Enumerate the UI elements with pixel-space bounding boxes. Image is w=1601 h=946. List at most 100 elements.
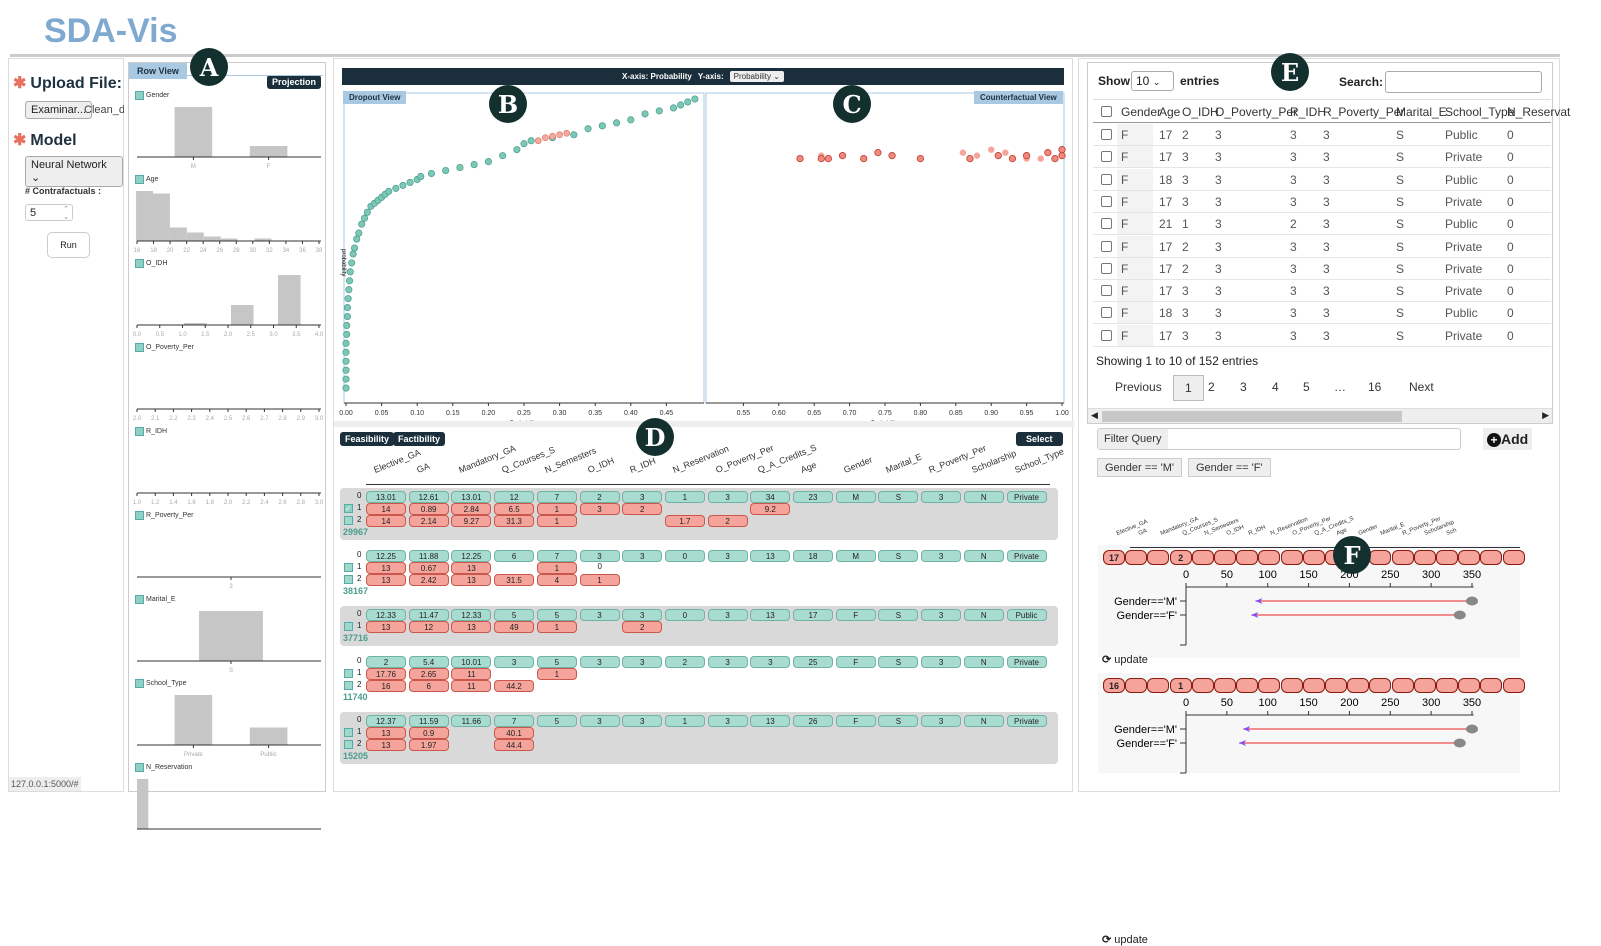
original-value[interactable]: 12.25 — [366, 550, 406, 562]
counterfactual-checkbox[interactable] — [344, 575, 353, 584]
checkbox[interactable] — [135, 91, 144, 100]
table-row[interactable]: F 17 3 3 3 3 S Private 0 — [1093, 146, 1551, 169]
original-value[interactable]: 3 — [579, 609, 620, 621]
feature-pill[interactable] — [1214, 550, 1236, 565]
original-value[interactable]: 13 — [750, 609, 791, 621]
original-value[interactable]: 11.88 — [408, 550, 449, 562]
row-checkbox[interactable] — [1101, 195, 1112, 207]
checkbox[interactable] — [135, 511, 144, 520]
changed-value[interactable]: 2.84 — [451, 503, 492, 515]
original-value[interactable]: 3 — [707, 609, 748, 621]
changed-value[interactable]: 31.5 — [494, 574, 535, 586]
original-value[interactable]: Private — [1006, 715, 1047, 727]
feature-pill[interactable] — [1125, 550, 1148, 565]
original-value[interactable]: 3 — [622, 715, 663, 727]
changed-value[interactable]: 31.3 — [494, 515, 535, 527]
feature-pill[interactable]: 17 — [1103, 550, 1125, 565]
original-value[interactable]: 0 — [664, 609, 705, 621]
row-checkbox[interactable] — [1101, 129, 1112, 140]
changed-value[interactable]: 2 — [707, 515, 748, 527]
counterfactual-checkbox[interactable] — [344, 516, 353, 525]
changed-value[interactable]: 9.27 — [451, 515, 492, 527]
original-value[interactable]: M — [835, 491, 876, 503]
changed-value[interactable]: 13 — [451, 621, 492, 633]
feature-pill[interactable] — [1302, 550, 1325, 565]
changed-value[interactable]: 3 — [579, 503, 620, 515]
original-value[interactable]: 3 — [750, 656, 791, 668]
original-value[interactable]: 3 — [622, 609, 663, 621]
changed-value[interactable]: 2.42 — [408, 574, 449, 586]
original-value[interactable]: 5 — [536, 609, 577, 621]
table-row[interactable]: F 21 1 3 2 3 S Public 0 — [1093, 213, 1551, 236]
changed-value[interactable]: 0.67 — [408, 562, 449, 574]
feature-pill[interactable] — [1258, 550, 1281, 565]
original-value[interactable]: 2 — [664, 656, 705, 668]
column-header[interactable]: O_Poverty_Per — [1215, 105, 1298, 119]
add-filter-button[interactable]: + Add — [1483, 428, 1533, 450]
original-value[interactable]: 3 — [707, 656, 748, 668]
feature-pill[interactable] — [1258, 678, 1281, 693]
feature-pill[interactable]: 1 — [1169, 678, 1192, 693]
row-checkbox[interactable] — [1101, 240, 1112, 252]
feature-pill[interactable] — [1436, 550, 1458, 565]
table-row[interactable]: F 18 3 3 3 3 S Public 0 — [1093, 302, 1551, 325]
original-value[interactable]: 12.25 — [451, 550, 492, 562]
changed-value[interactable]: 12 — [408, 621, 449, 633]
checkbox[interactable] — [135, 427, 144, 436]
changed-value[interactable]: 1 — [536, 621, 577, 633]
pagination-page[interactable]: 5 — [1303, 380, 1310, 394]
feature-pill[interactable] — [1191, 678, 1214, 693]
changed-value[interactable]: 9.2 — [750, 503, 791, 515]
feature-pill[interactable] — [1413, 678, 1436, 693]
original-value[interactable]: Public — [1006, 609, 1047, 621]
original-value[interactable]: S — [878, 609, 919, 621]
pagination-page[interactable]: 16 — [1368, 380, 1382, 394]
original-value[interactable]: 7 — [536, 491, 577, 503]
feasibility-button[interactable]: Feasibility — [340, 432, 395, 446]
original-value[interactable]: 7 — [536, 550, 577, 562]
original-value[interactable]: 3 — [622, 656, 663, 668]
changed-value[interactable]: 11 — [451, 680, 492, 692]
original-value[interactable]: 6 — [494, 550, 535, 562]
original-value[interactable]: 2 — [366, 656, 406, 668]
changed-value[interactable]: 13 — [451, 562, 492, 574]
original-value[interactable]: 3 — [921, 656, 962, 668]
changed-value[interactable]: 2.65 — [408, 668, 449, 680]
feature-pill[interactable] — [1391, 550, 1414, 565]
original-value[interactable]: 23 — [793, 491, 833, 503]
original-value[interactable]: 11.47 — [408, 609, 449, 621]
checkbox[interactable] — [135, 595, 144, 604]
table-row[interactable]: F 17 2 3 3 3 S Public 0 — [1093, 124, 1551, 146]
select-button[interactable]: Select — [1016, 432, 1063, 446]
counterfactual-checkbox[interactable] — [344, 669, 353, 678]
original-value[interactable]: 5.4 — [408, 656, 449, 668]
search-input[interactable] — [1385, 71, 1542, 93]
table-row[interactable]: F 17 3 3 3 3 S Private 0 — [1093, 324, 1551, 347]
original-value[interactable]: 25 — [793, 656, 833, 668]
changed-value[interactable]: 1.7 — [664, 515, 705, 527]
original-value[interactable]: N — [963, 550, 1004, 562]
run-button[interactable]: Run — [47, 232, 90, 258]
instance-id[interactable]: 11740 — [343, 692, 368, 702]
original-value[interactable]: 3 — [707, 715, 748, 727]
original-value[interactable]: 1 — [664, 715, 705, 727]
histogram-toggle[interactable]: R_IDH — [135, 427, 167, 436]
changed-value[interactable]: 14 — [366, 503, 406, 515]
changed-value[interactable]: 13 — [366, 562, 406, 574]
histogram-toggle[interactable]: O_IDH — [135, 259, 167, 268]
row-checkbox[interactable] — [1101, 151, 1112, 163]
changed-value[interactable]: 2 — [622, 621, 663, 633]
original-value[interactable]: 13.01 — [366, 491, 406, 503]
feature-pill[interactable] — [1369, 550, 1392, 565]
original-value[interactable]: 3 — [579, 715, 620, 727]
y-axis-select[interactable]: Probability ⌄ — [729, 71, 784, 82]
tab-row-view[interactable]: Row View — [129, 63, 187, 79]
pagination-page[interactable]: 1 — [1173, 375, 1204, 401]
original-value[interactable]: 12.33 — [366, 609, 406, 621]
feature-pill[interactable] — [1191, 550, 1214, 565]
original-value[interactable]: F — [835, 715, 876, 727]
counterfactual-checkbox[interactable]: ✓ — [344, 504, 353, 513]
row-checkbox[interactable] — [1101, 329, 1112, 341]
row-checkbox[interactable] — [1101, 173, 1112, 185]
counterfactual-checkbox[interactable] — [344, 681, 353, 690]
